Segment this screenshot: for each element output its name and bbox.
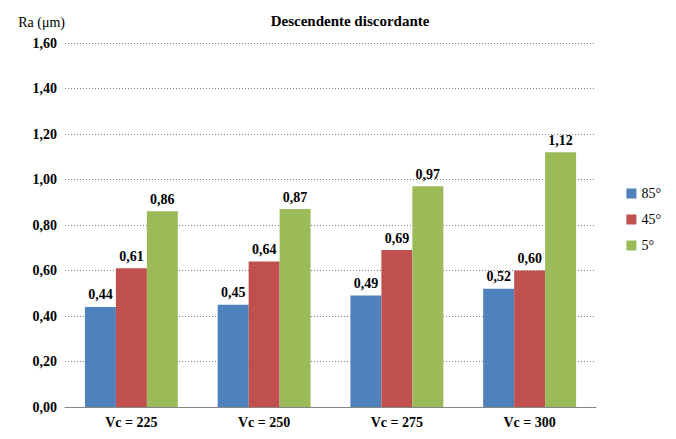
svg-text:0,80: 0,80 (33, 218, 58, 233)
svg-text:0,61: 0,61 (119, 249, 144, 264)
svg-text:0,60: 0,60 (33, 263, 58, 278)
svg-text:0,49: 0,49 (354, 276, 379, 291)
svg-text:0,20: 0,20 (33, 354, 58, 369)
svg-text:Vc = 225: Vc = 225 (105, 415, 157, 430)
svg-text:Vc = 300: Vc = 300 (503, 415, 555, 430)
svg-text:0,60: 0,60 (517, 251, 542, 266)
svg-text:0,86: 0,86 (150, 192, 175, 207)
svg-text:0,45: 0,45 (221, 285, 246, 300)
svg-text:Vc = 275: Vc = 275 (371, 415, 423, 430)
svg-text:5°: 5° (641, 238, 654, 253)
svg-text:1,40: 1,40 (33, 81, 58, 96)
svg-text:0,52: 0,52 (486, 269, 511, 284)
svg-text:0,00: 0,00 (33, 400, 58, 415)
svg-text:45°: 45° (641, 212, 661, 227)
svg-text:1,12: 1,12 (548, 133, 573, 148)
svg-text:0,97: 0,97 (416, 167, 441, 182)
svg-text:0,44: 0,44 (88, 287, 113, 302)
svg-text:Descendente discordante: Descendente discordante (271, 13, 430, 29)
svg-text:1,20: 1,20 (33, 127, 58, 142)
svg-text:0,40: 0,40 (33, 309, 58, 324)
svg-text:Vc = 250: Vc = 250 (238, 415, 290, 430)
svg-text:0,87: 0,87 (283, 190, 308, 205)
svg-text:85°: 85° (641, 186, 661, 201)
svg-text:0,69: 0,69 (385, 231, 410, 246)
svg-text:1,60: 1,60 (33, 36, 58, 51)
svg-text:1,00: 1,00 (33, 172, 58, 187)
svg-text:0,64: 0,64 (252, 242, 277, 257)
svg-text:Ra (μm): Ra (μm) (18, 15, 65, 31)
